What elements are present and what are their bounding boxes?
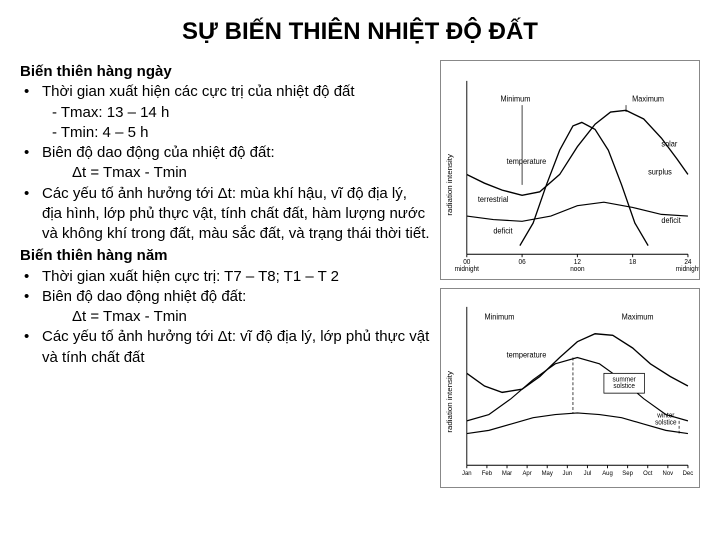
- page-title: SỰ BIẾN THIÊN NHIỆT ĐỘ ĐẤT: [20, 18, 700, 46]
- svg-text:May: May: [542, 470, 554, 477]
- yearly-bullet-2-text: Biên độ dao động nhiệt độ đất:: [42, 287, 430, 307]
- svg-text:Minimum: Minimum: [484, 312, 514, 321]
- bullet-dot: •: [20, 327, 42, 368]
- daily-bullet-2-text: Biên độ dao động của nhiệt độ đất:: [42, 143, 430, 163]
- svg-text:Jul: Jul: [584, 470, 592, 477]
- svg-text:Nov: Nov: [663, 470, 674, 477]
- svg-text:Apr: Apr: [522, 470, 531, 477]
- daily-bullet-3-text: Các yếu tố ảnh hưởng tới Δt: mùa khí hậu…: [42, 184, 430, 245]
- svg-text:wintersolstice: wintersolstice: [655, 413, 677, 427]
- svg-text:radiation intensity: radiation intensity: [445, 154, 454, 216]
- svg-text:summersolstice: summersolstice: [613, 376, 637, 390]
- svg-text:Jun: Jun: [562, 470, 572, 477]
- text-column: Biến thiên hàng ngày • Thời gian xuất hi…: [20, 60, 430, 488]
- svg-text:Maximum: Maximum: [622, 312, 654, 321]
- bullet-dot: •: [20, 82, 42, 102]
- yearly-bullet-2: • Biên độ dao động nhiệt độ đất:: [20, 287, 430, 307]
- daily-bullet-1: • Thời gian xuất hiện các cực trị của nh…: [20, 82, 430, 102]
- svg-text:18: 18: [629, 259, 636, 266]
- svg-text:deficit: deficit: [661, 216, 681, 225]
- svg-text:Aug: Aug: [602, 470, 613, 477]
- yearly-bullet-1: • Thời gian xuất hiện cực trị: T7 – T8; …: [20, 267, 430, 287]
- svg-text:temperature: temperature: [507, 157, 547, 166]
- daily-bullet-3: • Các yếu tố ảnh hưởng tới Δt: mùa khí h…: [20, 184, 430, 245]
- yearly-bullet-3-text: Các yếu tố ảnh hưởng tới Δt: vĩ độ địa l…: [42, 327, 430, 368]
- daily-b1-sub-a: - Tmax: 13 – 14 h: [52, 103, 430, 123]
- daily-heading: Biến thiên hàng ngày: [20, 62, 430, 82]
- svg-text:deficit: deficit: [493, 226, 513, 235]
- bullet-dot: •: [20, 184, 42, 245]
- content-row: Biến thiên hàng ngày • Thời gian xuất hi…: [20, 60, 700, 488]
- svg-text:Mar: Mar: [502, 470, 512, 477]
- bullet-dot: •: [20, 143, 42, 163]
- svg-text:Feb: Feb: [482, 470, 493, 477]
- yearly-bullet-3: • Các yếu tố ảnh hưởng tới Δt: vĩ độ địa…: [20, 327, 430, 368]
- yearly-bullet-1-text: Thời gian xuất hiện cực trị: T7 – T8; T1…: [42, 267, 430, 287]
- yearly-b2-sub: Δt = Tmax - Tmin: [72, 307, 430, 327]
- svg-text:Jan: Jan: [462, 470, 472, 477]
- svg-text:radiation intensity: radiation intensity: [445, 371, 454, 433]
- svg-text:terrestrial: terrestrial: [478, 195, 509, 204]
- bullet-dot: •: [20, 267, 42, 287]
- svg-text:Maximum: Maximum: [632, 94, 664, 103]
- bullet-dot: •: [20, 287, 42, 307]
- svg-text:surplus: surplus: [648, 167, 672, 176]
- daily-chart: 00midnight0612noon1824midnightMinimumMax…: [440, 60, 700, 280]
- daily-b1-sub-b: - Tmin: 4 – 5 h: [52, 123, 430, 143]
- yearly-chart: Jan Feb Mar Apr May Jun Jul Aug Sep Oct Nov Dec Mini…: [440, 288, 700, 488]
- svg-text:06: 06: [518, 259, 525, 266]
- daily-b2-sub: Δt = Tmax - Tmin: [72, 163, 430, 183]
- daily-bullet-2: • Biên độ dao động của nhiệt độ đất:: [20, 143, 430, 163]
- svg-text:Minimum: Minimum: [501, 94, 531, 103]
- charts-column: 00midnight0612noon1824midnightMinimumMax…: [440, 60, 700, 488]
- daily-bullet-1-text: Thời gian xuất hiện các cực trị của nhiệ…: [42, 82, 430, 102]
- svg-text:Oct: Oct: [643, 470, 653, 477]
- svg-text:solar: solar: [661, 139, 677, 148]
- svg-text:Dec: Dec: [683, 470, 694, 477]
- svg-text:Sep: Sep: [622, 470, 633, 477]
- svg-text:temperature: temperature: [507, 350, 547, 359]
- yearly-heading: Biến thiên hàng năm: [20, 246, 430, 266]
